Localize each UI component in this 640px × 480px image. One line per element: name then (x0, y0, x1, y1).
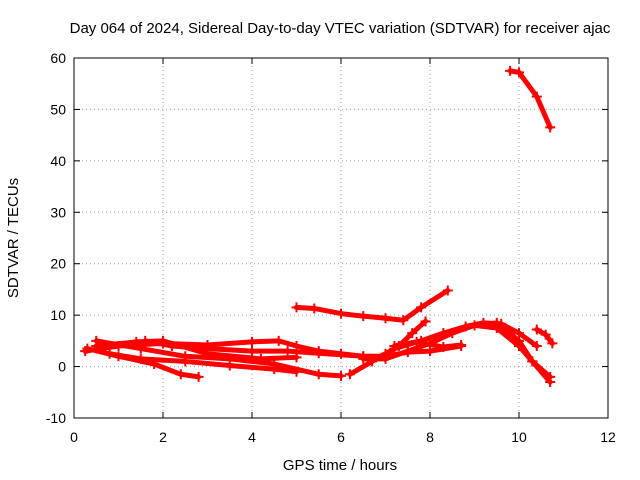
data-point (131, 336, 142, 347)
data-point (411, 336, 422, 347)
data-point (336, 308, 346, 319)
data-point (158, 335, 168, 346)
series-line (93, 338, 299, 362)
series-s5 (104, 348, 302, 377)
data-point (514, 67, 524, 78)
data-point (247, 346, 257, 357)
x-tick-label: 0 (70, 429, 78, 445)
data-point (531, 91, 542, 102)
x-tick-label: 2 (159, 429, 167, 445)
data-point (247, 336, 257, 347)
data-point (255, 353, 266, 364)
data-point (336, 370, 346, 381)
data-point (540, 329, 551, 340)
data-point (527, 356, 538, 367)
data-point (514, 328, 524, 339)
data-point (269, 364, 280, 375)
data-point (469, 320, 480, 331)
series-s11 (469, 320, 556, 387)
data-point (491, 323, 502, 333)
series-s7 (291, 285, 453, 326)
x-tick-label: 8 (426, 429, 434, 445)
x-tick-label: 10 (511, 429, 527, 445)
data-point (420, 316, 431, 327)
y-tick-label: 10 (50, 307, 66, 323)
y-tick-label: -10 (46, 410, 66, 426)
data-point (104, 348, 115, 359)
data-point (273, 335, 284, 346)
data-point (438, 342, 449, 353)
y-tick-label: 50 (50, 101, 66, 117)
y-tick-label: 0 (58, 359, 66, 375)
series-s12 (389, 336, 467, 353)
data-point (202, 348, 213, 359)
data-point (180, 356, 191, 367)
series-line (347, 318, 429, 377)
data-point (531, 341, 542, 351)
data-point (135, 353, 146, 364)
data-point (442, 285, 453, 296)
data-point (358, 353, 369, 364)
data-point (460, 321, 471, 332)
data-point (291, 352, 302, 363)
chart-title: Day 064 of 2024, Sidereal Day-to-day VTE… (70, 20, 611, 37)
series-line (391, 339, 464, 350)
x-tick-label: 6 (337, 429, 345, 445)
data-point (545, 122, 556, 133)
data-point (193, 371, 204, 382)
data-point (398, 315, 409, 326)
data-point (389, 341, 400, 351)
data-point (224, 360, 235, 371)
data-point (380, 353, 391, 364)
y-tick-label: 30 (50, 204, 66, 220)
data-point (82, 343, 93, 354)
series-s6 (91, 335, 302, 364)
y-tick-label: 40 (50, 153, 66, 169)
data-point (514, 341, 524, 351)
data-point (313, 348, 324, 359)
data-point (135, 343, 146, 354)
data-point (91, 341, 102, 351)
data-point (291, 366, 302, 377)
data-point (282, 346, 293, 357)
series-s13 (531, 324, 558, 349)
data-point (416, 302, 427, 313)
data-point (313, 369, 324, 380)
data-point (175, 369, 186, 380)
x-tick-label: 12 (600, 429, 616, 445)
x-tick-label: 4 (248, 429, 256, 445)
y-tick-label: 60 (50, 50, 66, 66)
series-group (80, 65, 558, 387)
data-point (291, 302, 302, 313)
y-tick-label: 20 (50, 256, 66, 272)
data-point (456, 339, 467, 350)
data-point (344, 369, 355, 380)
data-point (531, 324, 542, 335)
data-point (380, 313, 391, 324)
data-point (358, 311, 369, 322)
series-s14 (505, 65, 556, 133)
data-point (309, 303, 320, 314)
x-axis-label: GPS time / hours (283, 457, 397, 474)
data-point (438, 328, 449, 339)
data-point (545, 377, 556, 387)
data-point (402, 346, 413, 357)
y-axis-label: SDTVAR / TECUs (5, 178, 22, 298)
data-point (407, 328, 418, 339)
data-point (547, 338, 558, 349)
data-point (505, 65, 516, 76)
